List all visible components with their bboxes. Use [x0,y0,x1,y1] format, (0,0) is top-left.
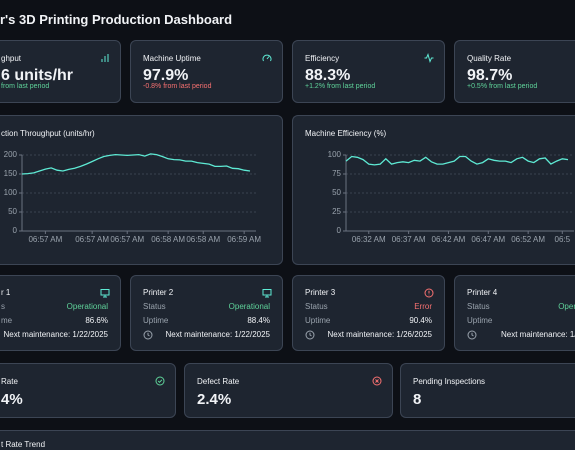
kpi-change: from last period [1,83,50,90]
chart-title: Machine Efficiency (%) [305,129,387,138]
x-tick-label: 06:59 AM [227,235,261,244]
kpi-label: Machine Uptime [143,54,201,63]
icon [467,330,477,340]
printer-card: Printer 3 Status Error Uptime 90.4% Next main… [292,275,445,351]
kpi-label: Efficiency [305,54,340,63]
uptime-value: 86.6% [85,316,108,325]
quality-value: 2.4% [197,391,232,408]
kpi-change: +0.5% from last period [467,83,538,90]
uptime-value: 88.4% [247,316,270,325]
status-label: s [1,302,5,311]
trend-card: t Rate Trend [0,430,575,450]
line-chart: 0 25 50 75 100 06:32 AM 06:37 AM 06:42 AM 06:47 … [328,150,574,244]
icon [262,289,272,298]
printer-card: Printer 2 Status Operational Uptime 88.4% Nex… [130,275,283,351]
icon [100,289,110,298]
uptime-label: Uptime [143,316,169,325]
kpi-label: Quality Rate [467,54,512,63]
y-tick-label: 75 [332,169,341,178]
y-tick-label: 100 [4,188,18,197]
status-value: Oper [558,302,575,311]
y-tick-label: 0 [337,226,342,235]
x-tick-label: 06:47 AM [471,235,505,244]
data-line [21,153,251,175]
x-tick-label: 06:5 [555,235,571,244]
kpi-label: ghput [1,54,22,63]
kpi-change: -0.8% from last period [143,83,212,90]
kpi-value: 97.9% [143,67,189,84]
x-tick-label: 06:42 AM [432,235,466,244]
uptime-label: Uptime [467,316,493,325]
quality-card: Defect Rate 2.4% [184,363,393,418]
quality-label: Defect Rate [197,377,240,386]
icon [305,330,315,340]
maintenance: Next maintenance: 1/ [501,330,575,339]
icon [424,53,434,63]
x-tick-label: 06:58 AM [151,235,185,244]
y-tick-label: 50 [332,188,341,197]
icon [372,376,382,386]
icon [143,330,153,340]
chart-card: ction Throughput (units/hr) 0 50 100 150 200 0… [0,115,283,265]
printer-card: r 1 s Operational me 86.6% Next maintenance: … [0,275,121,351]
x-tick-label: 06:57 AM [110,235,144,244]
status-label: Status [467,302,490,311]
status-label: Status [143,302,166,311]
printer-card: Printer 4 Status Oper Uptime Next maintenanc… [454,275,575,351]
printer-name: r 1 [1,288,11,297]
x-tick-label: 06:37 AM [392,235,426,244]
uptime-label: me [1,316,13,325]
chart-title: ction Throughput (units/hr) [1,129,95,138]
kpi-change: +1.2% from last period [305,83,376,90]
y-tick-label: 100 [328,150,342,159]
printer-name: Printer 4 [467,288,498,297]
quality-value: 8 [413,391,422,408]
y-tick-label: 50 [8,207,17,216]
printer-name: Printer 3 [305,288,336,297]
kpi-card: Machine Uptime 97.9% -0.8% from last perio… [130,40,283,103]
x-tick-label: 06:52 AM [511,235,545,244]
quality-value: 4% [1,391,23,408]
x-tick-label: 06:57 AM [28,235,62,244]
uptime-value: 90.4% [409,316,432,325]
maintenance: Next maintenance: 1/22/2025 [165,330,270,339]
kpi-card: Efficiency 88.3% +1.2% from last period [292,40,445,103]
icon [101,54,109,62]
trend-title: t Rate Trend [1,440,46,449]
x-tick-label: 06:57 AM [75,235,109,244]
status-value: Error [414,302,432,311]
y-tick-label: 0 [13,226,18,235]
icon [262,54,272,62]
kpi-value: 88.3% [305,67,351,84]
maintenance: Next maintenance: 1/22/2025 [3,330,108,339]
icon [155,376,165,386]
uptime-label: Uptime [305,316,331,325]
icon [424,288,434,298]
status-label: Status [305,302,328,311]
x-tick-label: 06:32 AM [352,235,386,244]
page-title: r's 3D Printing Production Dashboard [0,12,233,27]
quality-card: Rate 4% [0,363,176,418]
printer-name: Printer 2 [143,288,174,297]
kpi-value: 98.7% [467,67,513,84]
data-line [345,155,569,166]
y-tick-label: 150 [4,169,18,178]
y-tick-label: 200 [4,150,18,159]
kpi-value: 6 units/hr [1,67,74,84]
quality-label: Rate [1,377,18,386]
maintenance: Next maintenance: 1/26/2025 [327,330,432,339]
y-tick-label: 25 [332,207,341,216]
x-tick-label: 06:58 AM [186,235,220,244]
status-value: Operational [66,302,108,311]
quality-card: Pending Inspections 8 [400,363,575,418]
kpi-card: ghput 6 units/hr from last period [0,40,121,103]
chart-card: Machine Efficiency (%) 0 25 50 75 100 06:32 AM… [292,115,575,265]
status-value: Operational [228,302,270,311]
kpi-card: Quality Rate 98.7% +0.5% from last period [454,40,575,103]
quality-label: Pending Inspections [413,377,486,386]
